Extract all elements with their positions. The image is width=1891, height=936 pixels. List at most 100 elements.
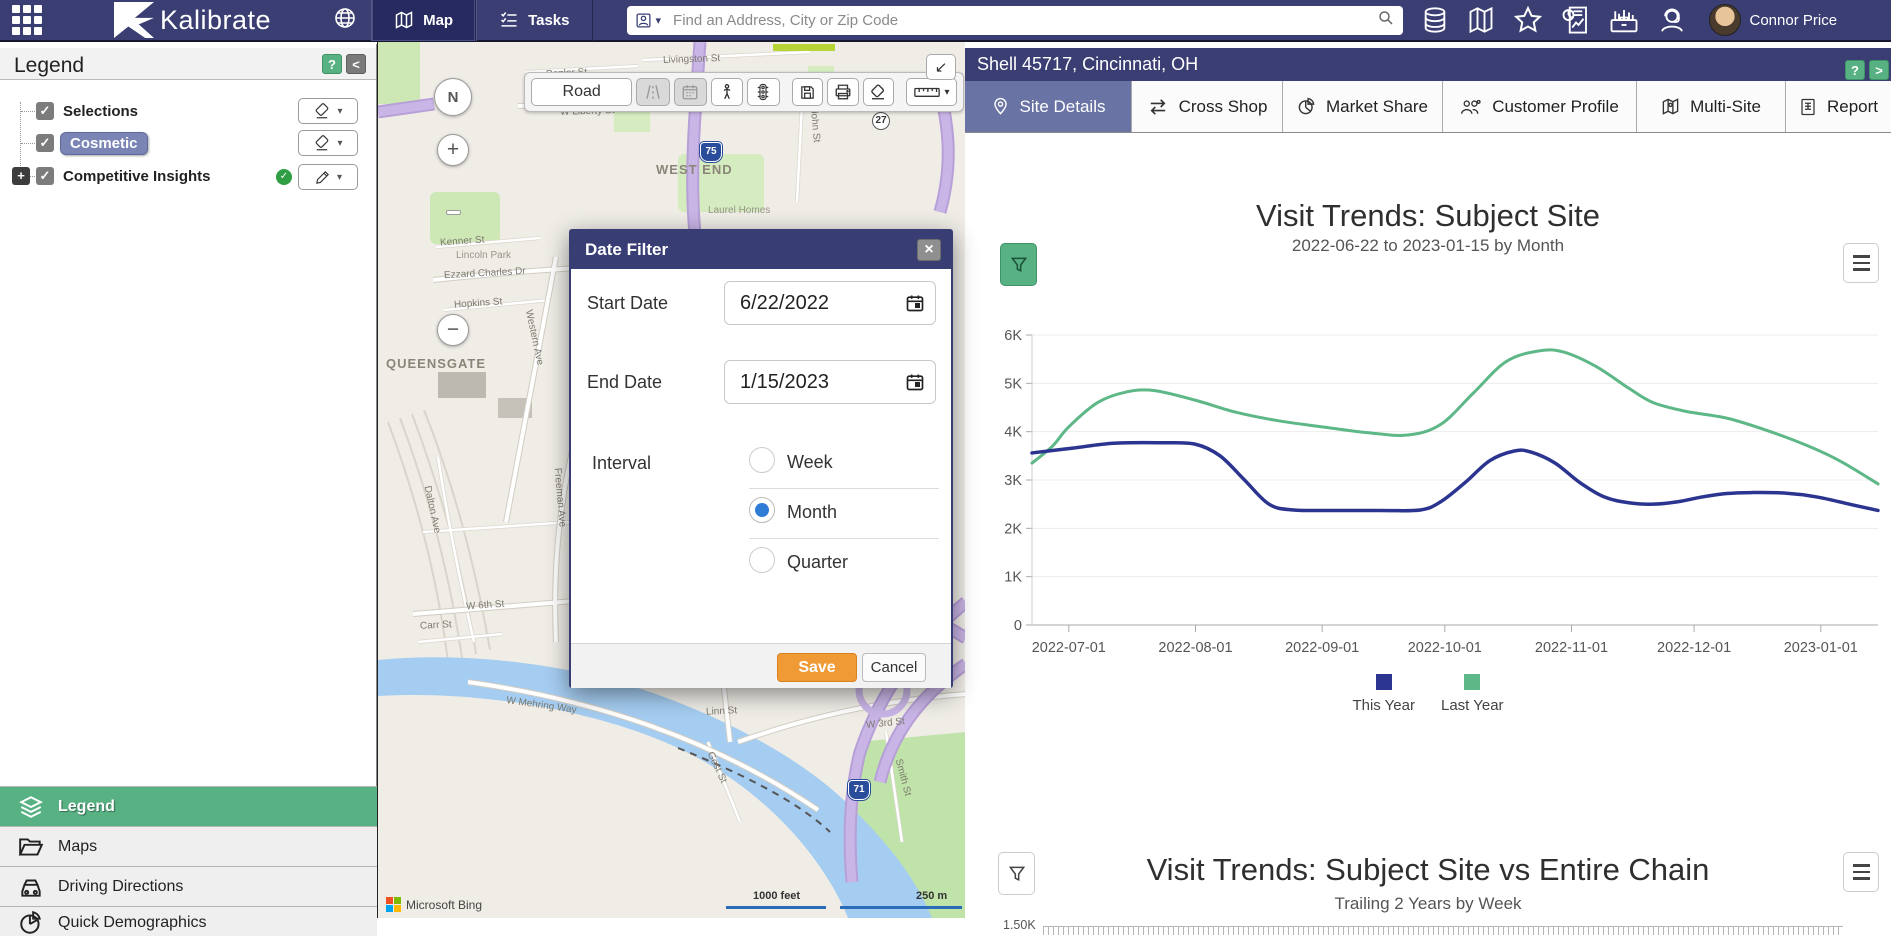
tree-item-competitive-insights[interactable]: Competitive Insights (63, 168, 211, 185)
search-type-selector[interactable]: ▾ (635, 12, 662, 29)
chart1-menu-button[interactable] (1843, 243, 1879, 283)
legend-item[interactable]: This Year (1352, 674, 1415, 714)
start-date-label: Start Date (587, 293, 669, 313)
svg-text:2023-01-01: 2023-01-01 (1784, 640, 1858, 656)
support-agent-icon[interactable] (1657, 5, 1687, 35)
compass-n-label: N (447, 88, 459, 106)
zoom-slider-handle[interactable] (446, 210, 461, 215)
pie-chart-icon (18, 910, 44, 936)
legend-panel-header: Legend ? < (0, 48, 376, 80)
erase-map-button[interactable] (862, 78, 895, 106)
tab-report[interactable]: Report (1786, 81, 1891, 132)
checkbox-cosmetic[interactable]: ✓ (36, 134, 54, 152)
cancel-button[interactable]: Cancel (862, 653, 926, 682)
measure-tool-dropdown[interactable]: ▾ (906, 78, 957, 106)
pedestrian-tool-button[interactable] (711, 78, 743, 106)
chart2-menu-button[interactable] (1843, 852, 1879, 892)
expand-competitive-insights[interactable]: + (12, 167, 30, 185)
calendar-tool-button[interactable] (673, 78, 708, 106)
site-tab-bar: Site Details Cross Shop Market Share Cus… (965, 81, 1891, 133)
cosmetic-style-button[interactable]: ▾ (298, 130, 358, 156)
maps-icon[interactable] (1467, 6, 1495, 34)
end-date-input[interactable] (725, 361, 885, 403)
dock-item-quick-demographics[interactable]: Quick Demographics (0, 906, 377, 936)
globe-icon[interactable] (333, 6, 357, 35)
start-date-field (724, 281, 936, 325)
checkbox-competitive-insights[interactable]: ✓ (36, 167, 54, 185)
search-icon[interactable] (1377, 9, 1395, 32)
compass-control[interactable]: N (434, 78, 472, 116)
dock-item-driving-directions[interactable]: Driving Directions (0, 866, 377, 906)
chart2-filter-button[interactable] (998, 852, 1035, 895)
calendar-icon[interactable] (905, 372, 925, 397)
radio-month-label[interactable]: Month (787, 502, 838, 522)
print-map-button[interactable] (827, 78, 859, 106)
chevron-down-icon: ▾ (655, 14, 662, 27)
collapse-panel-button[interactable]: < (346, 54, 366, 74)
radio-week-label[interactable]: Week (787, 452, 833, 472)
svg-text:5K: 5K (1004, 376, 1022, 392)
dialog-footer: Save Cancel (571, 643, 951, 688)
radio-month[interactable] (749, 497, 775, 523)
legend-label: This Year (1352, 697, 1415, 714)
chart1-filter-button[interactable] (1000, 243, 1037, 286)
dock-item-maps[interactable]: Maps (0, 826, 377, 866)
save-map-button[interactable] (791, 78, 824, 106)
dock-item-legend[interactable]: Legend (0, 786, 377, 826)
zoom-in-button[interactable]: + (437, 134, 469, 166)
tree-item-selections[interactable]: Selections (63, 103, 139, 120)
svg-text:2022-10-01: 2022-10-01 (1408, 640, 1482, 656)
zoom-out-button[interactable]: − (437, 314, 469, 346)
app-grid-icon[interactable] (12, 5, 42, 35)
layers-icon (18, 794, 44, 820)
favorites-star-icon[interactable] (1513, 5, 1543, 35)
tab-tasks[interactable]: Tasks (476, 0, 593, 41)
tab-map[interactable]: Map (371, 0, 477, 41)
tab-customer-profile[interactable]: Customer Profile (1443, 81, 1637, 132)
top-bar: Kalibrate Map Tasks ▾ (0, 0, 1891, 42)
tab-market-share[interactable]: Market Share (1283, 81, 1443, 132)
map-style-dropdown[interactable]: Road (531, 78, 633, 106)
save-button[interactable]: Save (777, 653, 857, 682)
kalibrate-logo-mark (114, 2, 154, 38)
legend-label: Last Year (1440, 697, 1504, 714)
collapse-map-button[interactable]: ↙ (926, 54, 956, 80)
calendar-icon[interactable] (905, 293, 925, 318)
toolbox-icon[interactable] (1609, 5, 1639, 35)
competitive-style-button[interactable]: ▾ (298, 164, 358, 190)
tree-item-cosmetic[interactable]: Cosmetic (60, 132, 148, 155)
route-tool-button[interactable] (636, 78, 670, 106)
svg-text:3K: 3K (1004, 473, 1022, 489)
dock-item-label: Legend (58, 797, 115, 815)
svg-text:2022-12-01: 2022-12-01 (1657, 640, 1731, 656)
chevron-down-icon: ▾ (944, 86, 950, 98)
address-search: ▾ (626, 5, 1403, 35)
scale-meters-label: 250 m (916, 890, 948, 902)
selections-style-button[interactable]: ▾ (298, 98, 358, 124)
start-date-input[interactable] (725, 282, 885, 324)
help-button[interactable]: ? (322, 54, 342, 74)
expand-panel-button[interactable]: > (1869, 60, 1889, 80)
avatar[interactable] (1708, 4, 1741, 36)
svg-text:1K: 1K (1004, 570, 1022, 586)
database-icon[interactable] (1421, 6, 1449, 34)
close-icon[interactable]: × (917, 239, 941, 261)
traffic-tool-button[interactable] (746, 78, 780, 106)
radio-week[interactable] (749, 447, 775, 473)
dialog-title: Date Filter (571, 231, 951, 269)
tab-cross-shop[interactable]: Cross Shop (1132, 81, 1283, 132)
tab-site-details[interactable]: Site Details (965, 81, 1132, 132)
checkbox-selections[interactable]: ✓ (36, 102, 54, 120)
collapse-arrow-icon: ↙ (934, 59, 948, 76)
tab-multi-site[interactable]: Multi-Site (1637, 81, 1786, 132)
radio-quarter[interactable] (749, 547, 775, 573)
radio-quarter-label[interactable]: Quarter (787, 552, 849, 572)
reports-icon[interactable] (1561, 5, 1591, 35)
end-date-field (724, 360, 936, 404)
tab-label: Cross Shop (1178, 96, 1268, 116)
help-button[interactable]: ? (1845, 60, 1865, 80)
search-input[interactable] (671, 10, 1377, 30)
legend-swatch (1375, 674, 1392, 690)
legend-item[interactable]: Last Year (1441, 674, 1504, 714)
